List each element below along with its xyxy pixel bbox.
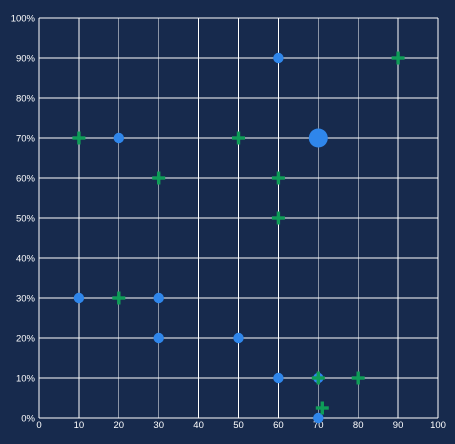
x-tick-label: 30 [153,420,164,431]
y-axis-ticks: 0% 10% 20% 30% 40% 50% 60% 70% 80% 90% 100% [11,14,36,425]
plus-data-point [271,211,285,225]
plus-vertical-bar [320,401,324,415]
x-tick-label: 10 [74,420,85,431]
y-tick-label: 30% [16,294,36,305]
y-tick-label: 60% [16,174,36,185]
x-tick-label: 70 [313,420,324,431]
plus-data-point [232,131,245,145]
y-tick-label: 90% [16,54,36,65]
plus-vertical-bar [316,371,320,385]
circle-data-point [153,292,164,304]
plus-data-point [271,171,285,185]
x-tick-label: 80 [353,420,364,431]
plus-vertical-bar [236,131,241,145]
plus-vertical-bar [77,131,81,145]
x-tick-label: 60 [273,420,284,431]
circle-data-point [73,292,85,304]
plus-data-point [351,371,365,385]
x-axis-ticks: 0 10 20 30 40 50 60 70 80 90 100 [36,420,446,431]
plus-data-point [112,291,126,305]
x-tick-label: 20 [114,420,125,431]
plus-vertical-bar [356,371,360,385]
plus-data-point [152,171,166,185]
plus-data-point [315,401,329,415]
y-tick-label: 10% [16,374,36,385]
y-tick-label: 40% [16,254,36,265]
x-tick-label: 50 [233,420,244,431]
plus-vertical-bar [117,291,121,305]
plus-data-point [391,51,405,65]
x-tick-label: 0 [36,420,41,431]
circle-data-point [273,52,284,64]
circle-data-point [308,128,328,148]
circle-data-point [233,332,244,344]
x-tick-label: 100 [430,420,446,431]
plus-vertical-bar [276,211,281,225]
circle-data-point [153,332,164,344]
x-tick-label: 40 [193,420,204,431]
plus-data-point [72,131,86,145]
circle-data-point [113,132,125,144]
data-points [72,51,405,424]
x-tick-label: 90 [393,420,404,431]
y-tick-label: 0% [21,414,35,425]
plus-vertical-bar [157,171,161,185]
circle-data-point [313,412,324,424]
y-tick-label: 100% [11,14,36,25]
plus-data-point [311,371,325,385]
y-tick-label: 50% [16,214,36,225]
plus-vertical-bar [276,171,281,185]
grid [38,17,439,419]
y-tick-label: 20% [16,334,36,345]
y-tick-label: 70% [16,134,36,145]
circle-data-point [273,372,284,384]
y-tick-label: 80% [16,94,36,105]
plus-vertical-bar [396,51,400,65]
